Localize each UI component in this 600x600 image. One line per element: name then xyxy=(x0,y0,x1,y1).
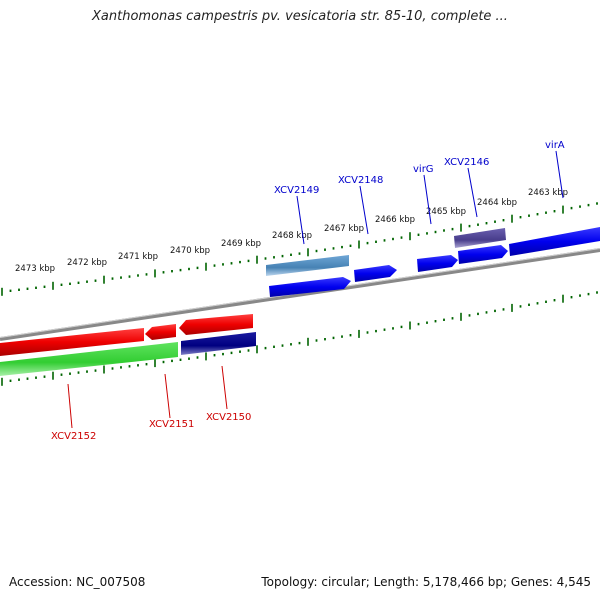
gene-arrow-virA[interactable] xyxy=(509,227,600,256)
kbp-label: 2469 kbp xyxy=(221,239,261,249)
lower-leader-lines xyxy=(67,365,228,429)
reverse-genes xyxy=(0,314,256,376)
gene-arrow-xcv2150[interactable] xyxy=(179,314,253,335)
gene-arrow-virG[interactable] xyxy=(417,255,458,272)
genome-backbone xyxy=(0,248,600,341)
map-title: Xanthomonas campestris pv. vesicatoria s… xyxy=(92,9,508,24)
kbp-label: 2463 kbp xyxy=(528,188,568,198)
ticks-upper xyxy=(1,202,598,296)
kbp-label: 2471 kbp xyxy=(118,252,158,262)
gene-arrow-xcv2151[interactable] xyxy=(145,324,176,340)
gene-label-xcv2151[interactable]: XCV2151 xyxy=(149,419,194,430)
gene-label-xcv2152[interactable]: XCV2152 xyxy=(51,431,96,442)
gene-arrow-forward[interactable] xyxy=(269,277,351,297)
kbp-scale: 2463 kbp 2464 kbp 2465 kbp 2466 kbp 2467… xyxy=(15,188,568,274)
kbp-label: 2464 kbp xyxy=(477,198,517,208)
gene-arrow-xcv2148[interactable] xyxy=(354,265,397,282)
kbp-label: 2473 kbp xyxy=(15,264,55,274)
accession-text: Accession: NC_007508 xyxy=(9,575,146,589)
upper-leader-lines xyxy=(296,150,564,245)
gene-label-virA[interactable]: virA xyxy=(545,140,565,151)
kbp-label: 2472 kbp xyxy=(67,258,107,268)
gene-label-xcv2149[interactable]: XCV2149 xyxy=(274,185,319,196)
gene-arrow-green[interactable] xyxy=(0,342,178,376)
kbp-label: 2465 kbp xyxy=(426,207,466,217)
gene-arrow-navy[interactable] xyxy=(181,332,256,355)
gene-arrow-xcv2146[interactable] xyxy=(458,245,508,264)
kbp-label: 2467 kbp xyxy=(324,224,364,234)
kbp-label: 2466 kbp xyxy=(375,215,415,225)
gene-label-virG[interactable]: virG xyxy=(413,164,434,175)
gene-arrow-xcv2149[interactable] xyxy=(266,255,349,276)
kbp-label: 2470 kbp xyxy=(170,246,210,256)
gene-label-xcv2150[interactable]: XCV2150 xyxy=(206,412,251,423)
gene-label-xcv2148[interactable]: XCV2148 xyxy=(338,175,383,186)
gene-arrow-xcv2152[interactable] xyxy=(0,328,144,356)
ticks-lower xyxy=(1,291,598,386)
forward-genes xyxy=(266,227,600,297)
gene-arrow-xcv2146-dark[interactable] xyxy=(454,228,506,248)
genome-summary-text: Topology: circular; Length: 5,178,466 bp… xyxy=(261,575,591,589)
kbp-label: 2468 kbp xyxy=(272,231,312,241)
gene-label-xcv2146[interactable]: XCV2146 xyxy=(444,157,489,168)
